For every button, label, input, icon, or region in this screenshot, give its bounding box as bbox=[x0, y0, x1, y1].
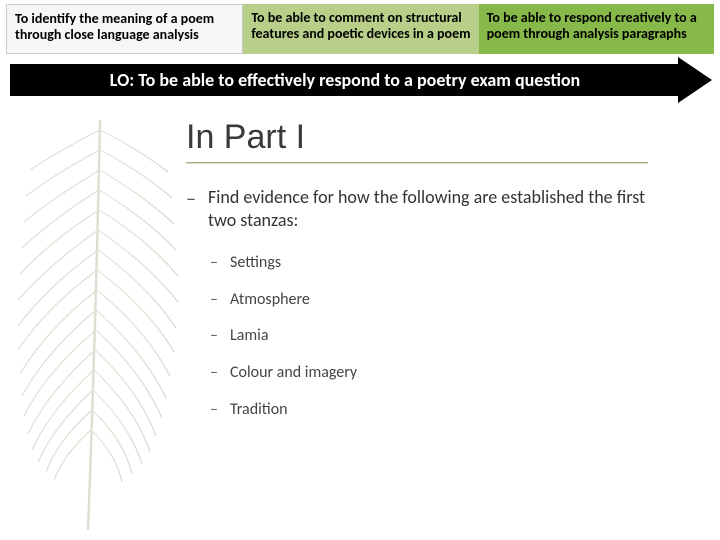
objective-box-1: To identify the meaning of a poem throug… bbox=[6, 4, 243, 54]
slide: To identify the meaning of a poem throug… bbox=[0, 0, 720, 540]
sub-bullet: Tradition bbox=[230, 400, 666, 421]
objective-boxes: To identify the meaning of a poem throug… bbox=[6, 4, 714, 54]
feather-graphic bbox=[0, 100, 200, 540]
objective-box-3: To be able to respond creatively to a po… bbox=[479, 4, 714, 54]
sub-bullet: Atmosphere bbox=[230, 290, 666, 311]
body-content: Find evidence for how the following are … bbox=[186, 186, 666, 437]
main-bullet: Find evidence for how the following are … bbox=[186, 186, 666, 233]
objective-box-2: To be able to comment on structural feat… bbox=[243, 4, 478, 54]
lo-text: LO: To be able to effectively respond to… bbox=[110, 69, 580, 91]
lo-arrow-body: LO: To be able to effectively respond to… bbox=[10, 64, 680, 96]
sub-bullet: Lamia bbox=[230, 326, 666, 347]
lo-arrow: LO: To be able to effectively respond to… bbox=[10, 64, 710, 102]
lo-arrow-head bbox=[678, 57, 712, 103]
sub-bullet: Colour and imagery bbox=[230, 363, 666, 384]
sub-bullet-list: Settings Atmosphere Lamia Colour and ima… bbox=[186, 253, 666, 421]
title-underline bbox=[186, 162, 648, 164]
slide-title: In Part I bbox=[186, 118, 305, 157]
sub-bullet: Settings bbox=[230, 253, 666, 274]
